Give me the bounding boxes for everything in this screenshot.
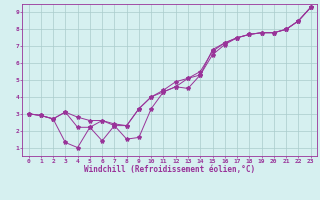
X-axis label: Windchill (Refroidissement éolien,°C): Windchill (Refroidissement éolien,°C) — [84, 165, 255, 174]
